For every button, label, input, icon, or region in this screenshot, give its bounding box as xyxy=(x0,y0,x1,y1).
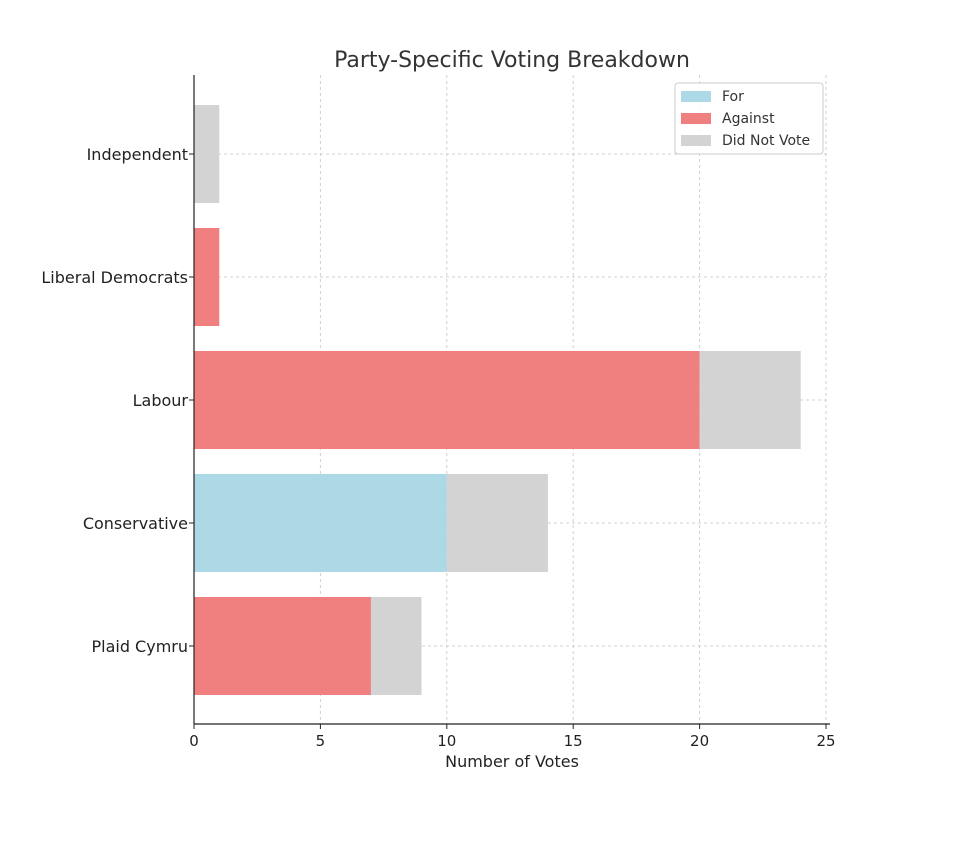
bar-conservative-for xyxy=(194,474,447,572)
x-tick-label: 10 xyxy=(437,732,456,750)
bar-plaid-cymru-did-not-vote xyxy=(370,597,422,695)
y-tick-label-labour: Labour xyxy=(133,391,189,410)
x-axis-ticks: 0 5 10 15 20 25 xyxy=(189,724,836,750)
legend-swatch-did-not-vote xyxy=(681,135,711,146)
x-axis-label: Number of Votes xyxy=(445,752,579,771)
bar-plaid-cymru-against xyxy=(194,597,371,695)
x-tick-label: 15 xyxy=(564,732,583,750)
bar-labour-did-not-vote xyxy=(699,351,801,449)
legend-label-for: For xyxy=(722,89,744,105)
x-tick-label: 5 xyxy=(316,732,326,750)
legend-swatch-against xyxy=(681,113,711,124)
legend: For Against Did Not Vote xyxy=(674,82,824,155)
legend-box xyxy=(674,82,824,155)
y-tick-label-independent: Independent xyxy=(87,145,188,164)
legend-label-did-not-vote: Did Not Vote xyxy=(722,133,810,149)
x-tick-label: 25 xyxy=(816,732,835,750)
bar-labour-against xyxy=(194,351,700,449)
bar-liberal-democrats-against xyxy=(194,228,220,326)
legend-label-against: Against xyxy=(722,111,775,127)
y-tick-label-liberal-democrats: Liberal Democrats xyxy=(41,268,188,287)
chart-title: Party-Specific Voting Breakdown xyxy=(334,48,690,73)
bar-conservative-did-not-vote xyxy=(446,474,548,572)
x-tick-label: 0 xyxy=(189,732,199,750)
y-axis-ticks: Plaid Cymru Conservative Labour Liberal Dem… xyxy=(41,145,194,656)
bar-independent-did-not-vote xyxy=(194,105,220,203)
x-tick-label: 20 xyxy=(690,732,709,750)
legend-swatch-for xyxy=(681,91,711,102)
bars xyxy=(194,105,801,695)
y-tick-label-conservative: Conservative xyxy=(83,514,188,533)
y-tick-label-plaid-cymru: Plaid Cymru xyxy=(91,637,188,656)
